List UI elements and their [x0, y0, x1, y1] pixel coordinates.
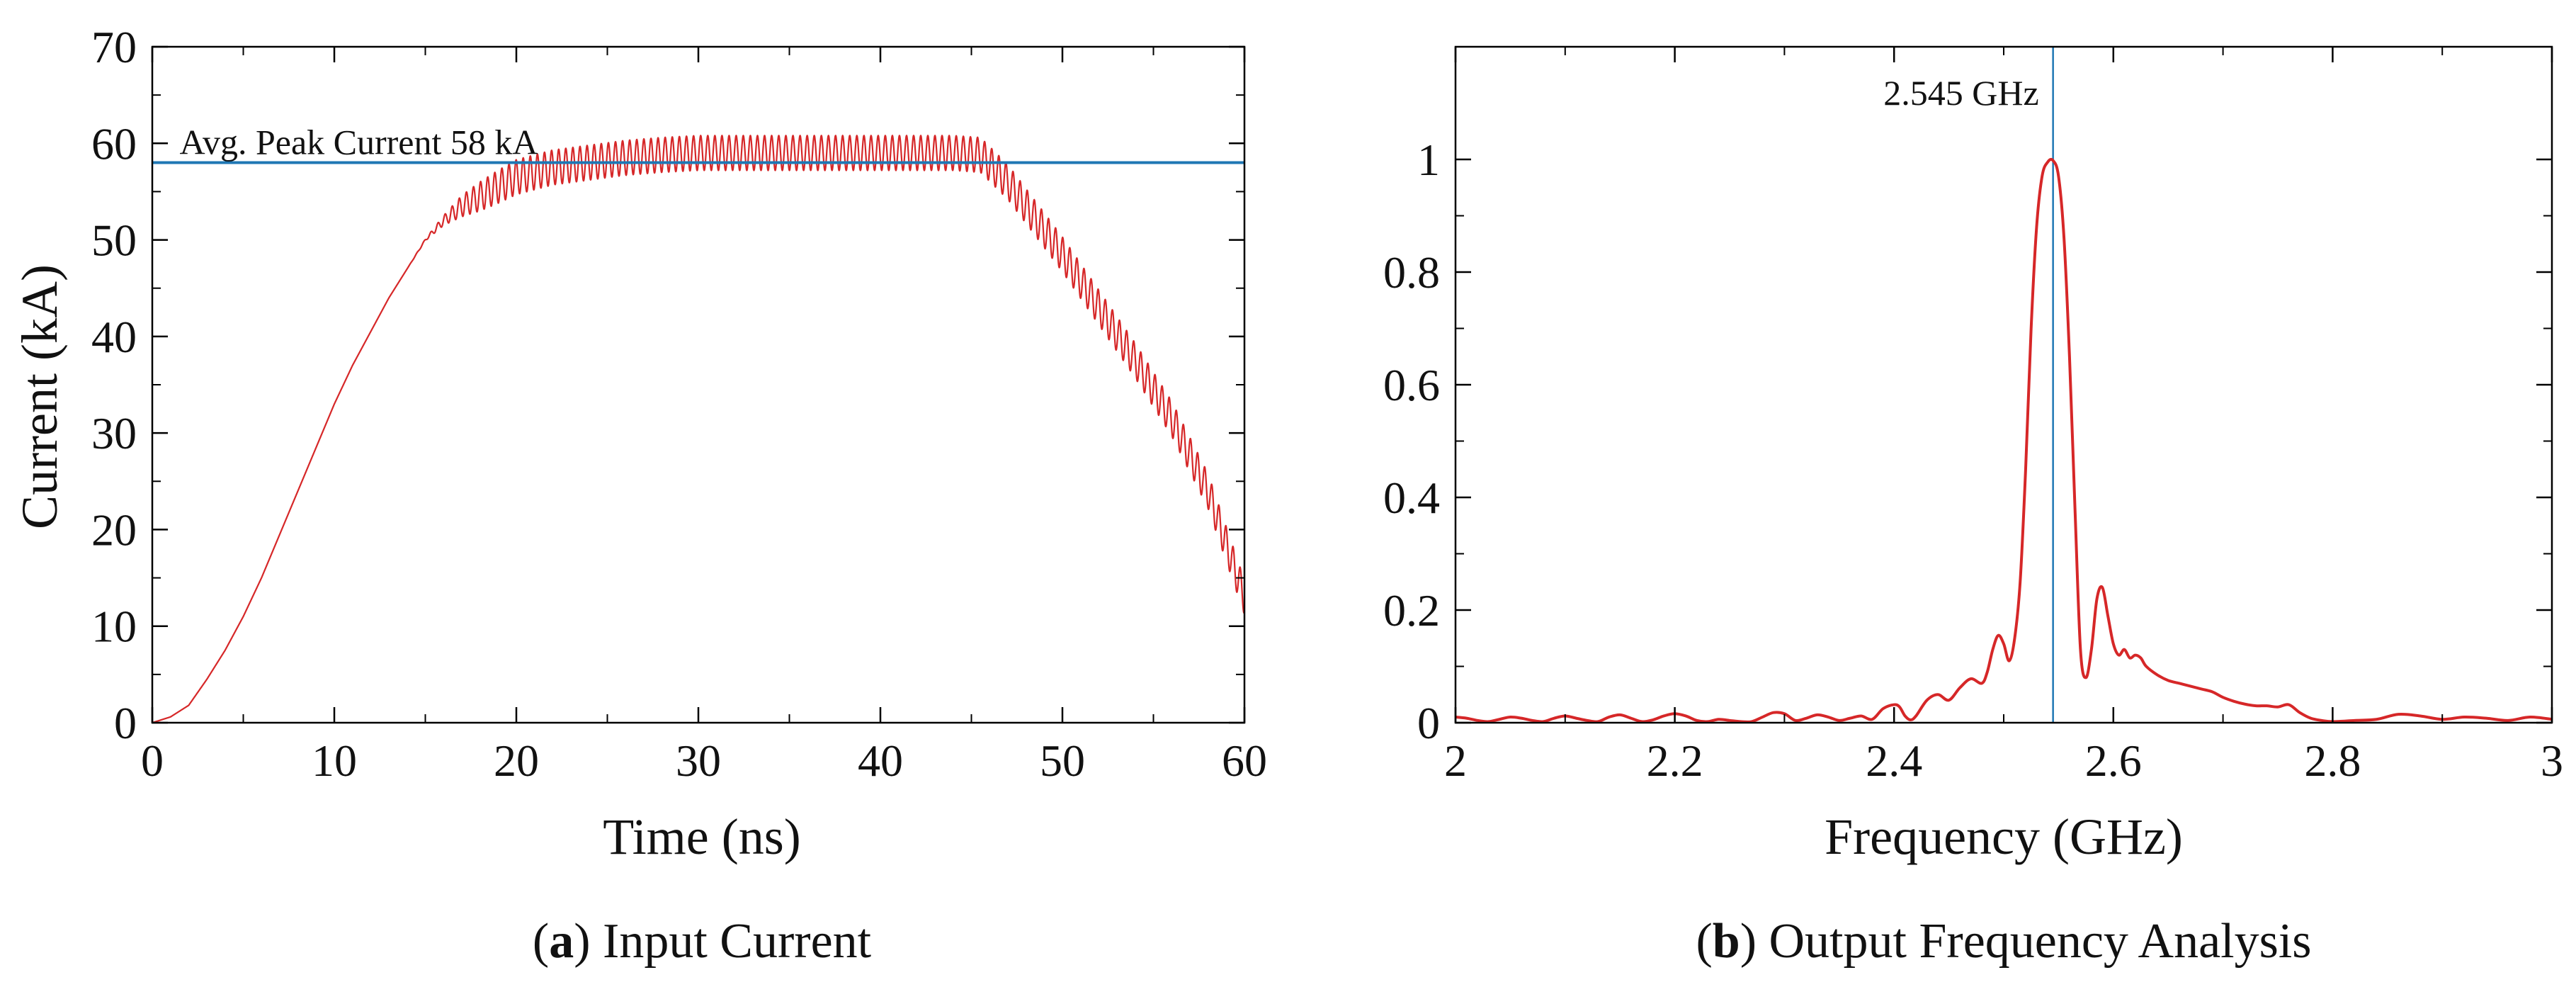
x-tick-label: 10	[312, 735, 357, 786]
x-tick-label: 3	[2541, 735, 2563, 786]
x-tick-label: 2.4	[1866, 735, 1922, 786]
y-tick-label: 0.6	[1383, 360, 1440, 410]
output-frequency-plot-data: 2.545 GHz	[1455, 47, 2553, 723]
avg-peak-current-label: Avg. Peak Current 58 kA	[180, 123, 538, 162]
x-tick-label: 30	[676, 735, 721, 786]
input-current-axes: 0 10 20 30 40 50 60 0 10 20 30 40 50 60 70	[91, 22, 1267, 786]
y-tick-label: 40	[91, 312, 137, 362]
caption-input-current: (a) Input Current	[533, 914, 872, 969]
output-frequency-axes: 2 2.2 2.4 2.6 2.8 3 0 0.2 0.4 0.6 0.8 1	[1383, 45, 2563, 786]
x-tick-label: 2.8	[2304, 735, 2361, 786]
input-current-series-line	[152, 135, 1246, 724]
y-tick-label: 0.4	[1383, 473, 1440, 523]
caption-input-current-text: Input Current	[603, 914, 872, 969]
y-tick-label: 0	[1417, 698, 1440, 748]
x-tick-label: 40	[858, 735, 903, 786]
y-tick-label: 0.8	[1383, 247, 1440, 298]
caption-output-frequency-letter: b	[1713, 914, 1740, 969]
input-current-x-axis-title: Time (ns)	[603, 808, 800, 865]
caption-input-current-letter: a	[549, 914, 574, 969]
x-tick-label: 0	[141, 735, 164, 786]
x-tick-label: 50	[1040, 735, 1085, 786]
caption-output-frequency-text: Output Frequency Analysis	[1769, 914, 2312, 969]
x-tick-label: 20	[494, 735, 539, 786]
input-current-y-axis-title: Current (kA)	[11, 264, 68, 529]
input-current-plot-data: Avg. Peak Current 58 kA	[152, 123, 1246, 724]
y-tick-label: 30	[91, 408, 137, 458]
output-frequency-x-axis-title: Frequency (GHz)	[1825, 808, 2183, 865]
x-tick-label: 2	[1444, 735, 1467, 786]
y-tick-label: 50	[91, 215, 137, 266]
y-tick-label: 1	[1417, 135, 1440, 185]
panel-input-current: Avg. Peak Current 58 kA 0 10 20 30 40 50 60 0 10…	[11, 22, 1267, 969]
y-tick-label: 70	[91, 22, 137, 72]
peak-frequency-label: 2.545 GHz	[1883, 73, 2038, 113]
spectrum-series-line	[1455, 157, 2553, 723]
panel-output-frequency: 2.545 GHz 2 2.2 2.4 2.6 2.8 3 0 0.2 0.4 0.6 0.8 1 F…	[1383, 45, 2563, 969]
x-tick-label: 2.6	[2085, 735, 2142, 786]
y-tick-label: 0	[114, 698, 137, 748]
x-tick-label: 2.2	[1647, 735, 1703, 786]
x-tick-label: 60	[1222, 735, 1267, 786]
y-tick-label: 60	[91, 118, 137, 169]
y-tick-label: 10	[91, 602, 137, 652]
y-tick-label: 0.2	[1383, 585, 1440, 636]
y-tick-label: 20	[91, 504, 137, 555]
caption-output-frequency: (b) Output Frequency Analysis	[1696, 914, 2311, 969]
plot-frame	[1454, 45, 2553, 724]
